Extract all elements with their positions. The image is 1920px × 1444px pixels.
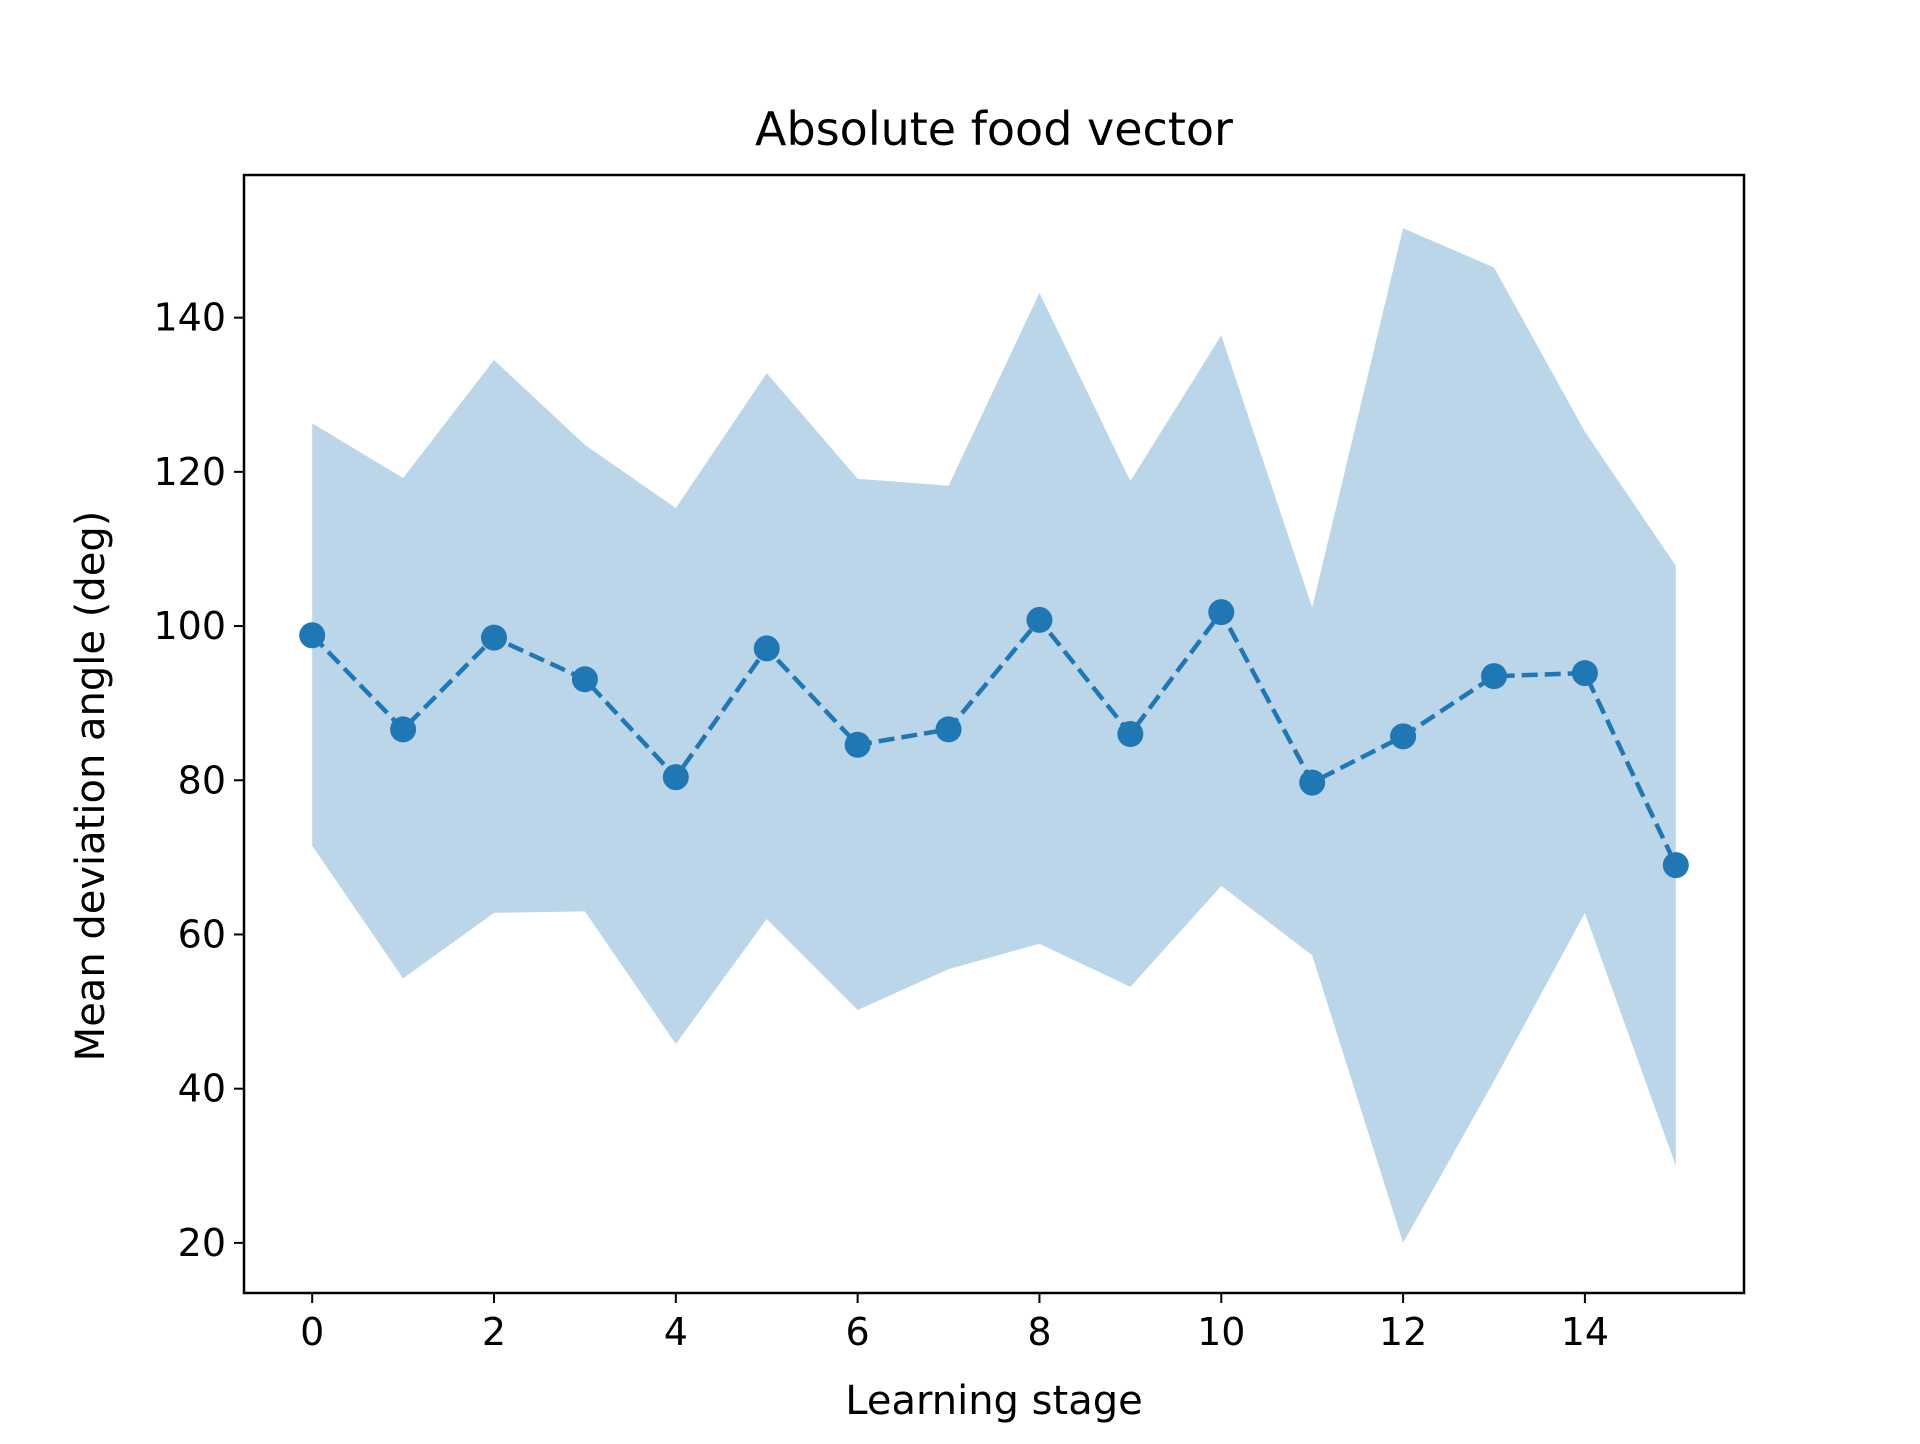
data-point: [1026, 606, 1053, 633]
series-points-layer: [299, 599, 1689, 879]
x-axis-ticks: 0 2 4 6 8 10 12 14: [300, 1293, 1609, 1354]
series-line: [310, 607, 1678, 867]
chart-title: Absolute food vector: [755, 102, 1233, 156]
y-tick-label: 60: [178, 912, 226, 956]
y-tick-label: 20: [178, 1221, 226, 1265]
x-tick-label: 8: [1027, 1310, 1051, 1354]
x-tick-label: 12: [1379, 1310, 1427, 1354]
data-point: [844, 731, 871, 758]
x-tick-label: 2: [482, 1310, 506, 1354]
data-point: [1299, 769, 1326, 796]
data-point: [662, 764, 689, 791]
data-point: [1481, 663, 1507, 690]
confidence-band: [312, 228, 1676, 1243]
data-point: [935, 716, 962, 743]
data-point: [390, 716, 417, 743]
y-axis-ticks: 20 40 60 80 100 120 140: [153, 296, 244, 1265]
y-axis-label: Mean deviation angle (deg): [68, 511, 114, 1062]
x-axis-label: Learning stage: [845, 1378, 1142, 1424]
y-tick-label: 120: [153, 450, 226, 494]
plot-area-frame: [242, 173, 1746, 1295]
x-tick-label: 4: [664, 1310, 688, 1354]
x-tick-label: 0: [300, 1310, 324, 1354]
data-point: [299, 622, 326, 649]
data-point: [1662, 852, 1689, 879]
data-point: [1571, 660, 1598, 687]
y-tick-label: 40: [178, 1067, 226, 1111]
data-point: [1117, 721, 1144, 747]
data-point: [1390, 723, 1417, 750]
y-tick-label: 100: [153, 604, 226, 648]
data-point: [571, 666, 598, 693]
x-tick-label: 14: [1561, 1310, 1609, 1354]
x-tick-label: 10: [1197, 1310, 1245, 1354]
data-point: [1208, 599, 1235, 626]
confidence-band-layer: [312, 228, 1676, 1243]
series-line-layer: [310, 607, 1678, 867]
data-point: [753, 635, 780, 662]
data-point: [481, 624, 507, 651]
x-tick-label: 6: [846, 1310, 870, 1354]
y-tick-label: 140: [153, 296, 226, 340]
y-tick-label: 80: [178, 758, 226, 802]
